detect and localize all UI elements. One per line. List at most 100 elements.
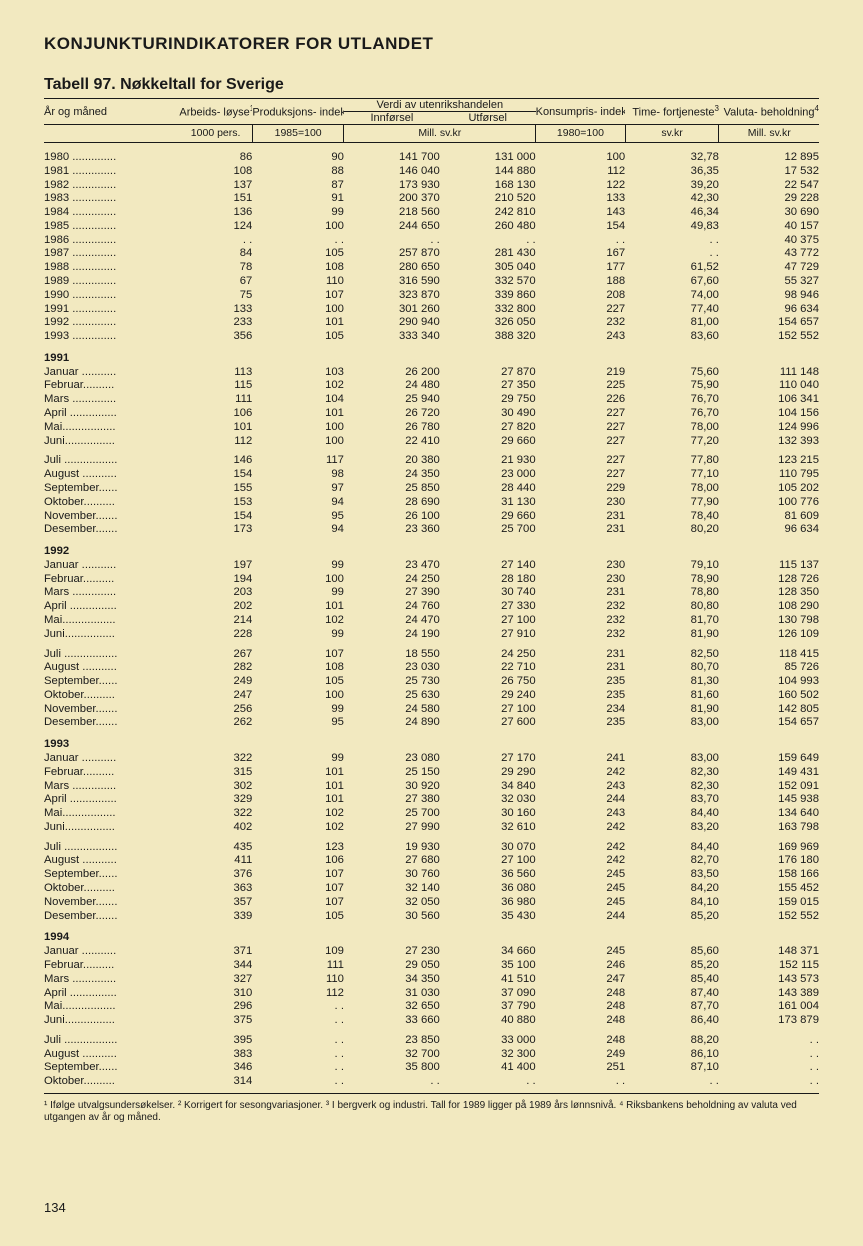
cell: 167	[536, 247, 626, 261]
cell: 117	[252, 448, 344, 468]
table-row: Oktober..........1539428 69031 13023077,…	[44, 496, 819, 510]
table-row: Februar..........11510224 48027 35022575…	[44, 379, 819, 393]
row-label: September......	[44, 1061, 179, 1075]
row-label: Februar..........	[44, 573, 179, 587]
cell: 357	[179, 896, 252, 910]
table-row: November.......2569924 58027 10023481,90…	[44, 703, 819, 717]
cell: 27 680	[344, 854, 440, 868]
cell: 188	[536, 275, 626, 289]
row-label: September......	[44, 482, 179, 496]
table-row: August ...........1549824 35023 00022777…	[44, 468, 819, 482]
row-label: Mars ..............	[44, 393, 179, 407]
cell: 33 660	[344, 1014, 440, 1028]
cell: 151	[179, 192, 252, 206]
cell: 103	[252, 366, 344, 380]
cell: 110 040	[719, 379, 819, 393]
cell: 90	[252, 143, 344, 165]
cell: 112	[536, 165, 626, 179]
cell: 316 590	[344, 275, 440, 289]
row-label: September......	[44, 868, 179, 882]
cell: 49,83	[625, 220, 719, 234]
row-label: Mars ..............	[44, 973, 179, 987]
cell: 245	[536, 868, 626, 882]
table-row: Mai.................10110026 78027 82022…	[44, 421, 819, 435]
cell: 203	[179, 586, 252, 600]
cell: 87,70	[625, 1000, 719, 1014]
row-label: Mai.................	[44, 421, 179, 435]
row-label: Mai.................	[44, 807, 179, 821]
cell: 256	[179, 703, 252, 717]
row-label: September......	[44, 675, 179, 689]
table-row: 1992 ..............233101290 940326 0502…	[44, 316, 819, 330]
cell: 61,52	[625, 261, 719, 275]
m1994b: Juli .................395. .23 85033 000…	[44, 1028, 819, 1089]
cell: 104	[252, 393, 344, 407]
cell: 232	[536, 614, 626, 628]
table-row: Juli .................14611720 38021 930…	[44, 448, 819, 468]
cell: 257 870	[344, 247, 440, 261]
hdr-c1: Arbeids- løyse1	[179, 99, 252, 124]
cell: 122	[536, 179, 626, 193]
row-label: Mars ..............	[44, 586, 179, 600]
cell: 332 800	[440, 303, 536, 317]
cell: 111	[179, 393, 252, 407]
cell: 281 430	[440, 247, 536, 261]
cell: . .	[625, 1075, 719, 1089]
table-header: År og måned Arbeids- løyse1 Produksjons-…	[44, 99, 819, 124]
cell: 323 870	[344, 289, 440, 303]
cell: 159 015	[719, 896, 819, 910]
cell: 30 490	[440, 407, 536, 421]
cell: 124	[179, 220, 252, 234]
cell: 94	[252, 523, 344, 537]
hdr-c7: Valuta- beholdning4	[719, 99, 819, 124]
cell: 332 570	[440, 275, 536, 289]
cell: 155	[179, 482, 252, 496]
row-label: April ...............	[44, 600, 179, 614]
cell: 34 350	[344, 973, 440, 987]
cell: 78	[179, 261, 252, 275]
cell: 81 609	[719, 510, 819, 524]
cell: 235	[536, 675, 626, 689]
row-label: August ...........	[44, 468, 179, 482]
cell: 84	[179, 247, 252, 261]
cell: 435	[179, 835, 252, 855]
cell: 88,20	[625, 1028, 719, 1048]
table-caption: Tabell 97. Nøkkeltall for Sverige	[44, 76, 819, 94]
row-label: Juli .................	[44, 1028, 179, 1048]
table-row: Januar ...........1979923 47027 14023079…	[44, 559, 819, 573]
cell: 108	[252, 661, 344, 675]
table-row: Oktober..........36310732 14036 08024584…	[44, 882, 819, 896]
cell: 126 109	[719, 628, 819, 642]
cell: 244	[536, 793, 626, 807]
table-row: April ...............32910127 38032 0302…	[44, 793, 819, 807]
cell: 25 150	[344, 766, 440, 780]
cell: 231	[536, 661, 626, 675]
row-label: Mai.................	[44, 1000, 179, 1014]
cell: 100 776	[719, 496, 819, 510]
table-row: Juli .................43512319 93030 070…	[44, 835, 819, 855]
cell: 24 350	[344, 468, 440, 482]
cell: 113	[179, 366, 252, 380]
cell: 85,20	[625, 959, 719, 973]
cell: 18 550	[344, 642, 440, 662]
cell: 251	[536, 1061, 626, 1075]
row-label: Januar ...........	[44, 559, 179, 573]
cell: 20 380	[344, 448, 440, 468]
cell: 111	[252, 959, 344, 973]
cell: 32 050	[344, 896, 440, 910]
cell: 80,70	[625, 661, 719, 675]
cell: 78,80	[625, 586, 719, 600]
cell: 17 532	[719, 165, 819, 179]
cell: 84,40	[625, 807, 719, 821]
row-label: Desember.......	[44, 523, 179, 537]
row-label: 1985 ..............	[44, 220, 179, 234]
cell: 176 180	[719, 854, 819, 868]
cell: 160 502	[719, 689, 819, 703]
cell: 100	[252, 689, 344, 703]
cell: 395	[179, 1028, 252, 1048]
cell: 83,60	[625, 330, 719, 344]
cell: 67,60	[625, 275, 719, 289]
row-label: August ...........	[44, 854, 179, 868]
row-label: 1988 ..............	[44, 261, 179, 275]
cell: 242	[536, 766, 626, 780]
